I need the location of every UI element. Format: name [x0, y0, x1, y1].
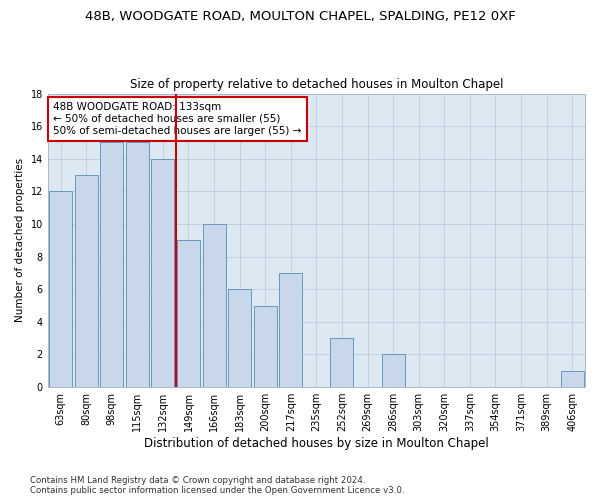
- Bar: [49, 192, 72, 387]
- Bar: [280, 273, 302, 387]
- Bar: [331, 338, 353, 387]
- Bar: [151, 159, 175, 387]
- Bar: [126, 142, 149, 387]
- Bar: [254, 306, 277, 387]
- Text: Contains HM Land Registry data © Crown copyright and database right 2024.
Contai: Contains HM Land Registry data © Crown c…: [30, 476, 404, 495]
- Bar: [74, 175, 98, 387]
- Bar: [560, 371, 584, 387]
- Y-axis label: Number of detached properties: Number of detached properties: [15, 158, 25, 322]
- X-axis label: Distribution of detached houses by size in Moulton Chapel: Distribution of detached houses by size …: [144, 437, 489, 450]
- Bar: [203, 224, 226, 387]
- Text: 48B, WOODGATE ROAD, MOULTON CHAPEL, SPALDING, PE12 0XF: 48B, WOODGATE ROAD, MOULTON CHAPEL, SPAL…: [85, 10, 515, 23]
- Text: 48B WOODGATE ROAD: 133sqm
← 50% of detached houses are smaller (55)
50% of semi-: 48B WOODGATE ROAD: 133sqm ← 50% of detac…: [53, 102, 302, 136]
- Bar: [228, 289, 251, 387]
- Bar: [100, 142, 123, 387]
- Bar: [382, 354, 404, 387]
- Bar: [177, 240, 200, 387]
- Title: Size of property relative to detached houses in Moulton Chapel: Size of property relative to detached ho…: [130, 78, 503, 91]
